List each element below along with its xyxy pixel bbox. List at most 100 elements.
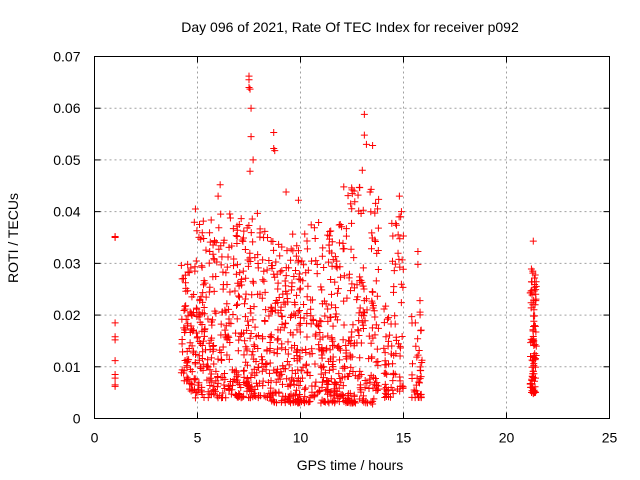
data-point: [368, 234, 376, 242]
y-tick-label: 0.07: [53, 49, 80, 65]
data-point: [417, 327, 425, 335]
data-point: [527, 339, 535, 347]
data-point: [231, 391, 239, 399]
data-point: [369, 141, 377, 149]
data-point: [225, 355, 233, 363]
data-point: [204, 363, 212, 371]
data-point: [233, 315, 241, 323]
data-point: [199, 337, 207, 345]
data-point: [295, 391, 303, 399]
data-point: [259, 356, 267, 364]
data-point: [373, 386, 381, 394]
data-point: [321, 369, 329, 377]
data-point: [311, 234, 319, 242]
data-point: [332, 390, 340, 398]
data-point: [347, 333, 355, 341]
data-point: [274, 279, 282, 287]
data-point: [325, 357, 333, 365]
data-point: [247, 373, 255, 381]
data-point: [255, 379, 263, 387]
data-point: [380, 385, 388, 393]
data-point: [300, 399, 308, 407]
data-point: [361, 377, 369, 385]
data-point: [270, 246, 278, 254]
data-point: [191, 267, 199, 275]
data-point: [339, 382, 347, 390]
data-point: [273, 350, 281, 358]
data-point: [207, 370, 215, 378]
data-point: [339, 239, 347, 247]
data-point: [324, 231, 332, 239]
data-point: [276, 375, 284, 383]
data-point: [356, 273, 364, 281]
data-point: [397, 280, 405, 288]
data-point: [315, 341, 323, 349]
data-point: [252, 333, 260, 341]
data-point: [335, 239, 343, 247]
data-point: [280, 298, 288, 306]
data-point: [187, 325, 195, 333]
data-point: [526, 380, 534, 388]
data-point: [390, 267, 398, 275]
data-point: [214, 192, 222, 200]
data-point: [266, 332, 274, 340]
data-point: [242, 290, 250, 298]
data-point: [395, 255, 403, 263]
data-point: [416, 308, 424, 316]
data-point: [411, 394, 419, 402]
data-point: [316, 329, 324, 336]
data-point: [241, 245, 249, 253]
data-point: [251, 254, 259, 262]
data-point: [198, 390, 206, 398]
data-point: [199, 217, 207, 225]
data-point: [208, 321, 216, 329]
data-point: [302, 384, 310, 392]
data-point: [219, 343, 227, 351]
data-point: [329, 363, 337, 371]
x-tick-label: 15: [396, 430, 412, 446]
data-point: [247, 133, 255, 141]
data-point: [232, 368, 240, 376]
data-point: [365, 355, 373, 363]
data-point: [247, 329, 255, 337]
data-point: [381, 394, 389, 402]
data-point: [355, 372, 363, 380]
data-point: [193, 227, 201, 235]
data-point: [248, 215, 256, 223]
data-point: [372, 358, 380, 366]
y-tick-label: 0: [73, 411, 81, 427]
data-point: [181, 271, 189, 279]
data-point: [396, 263, 404, 271]
data-point: [202, 293, 210, 301]
data-point: [182, 279, 190, 287]
data-point: [239, 237, 247, 245]
data-point: [325, 241, 333, 249]
data-point: [205, 288, 213, 296]
data-point: [369, 288, 377, 296]
data-point: [244, 262, 252, 270]
data-point: [374, 224, 382, 232]
data-point: [532, 342, 540, 350]
data-point: [529, 301, 537, 309]
data-point: [198, 383, 206, 391]
data-point: [374, 265, 382, 273]
data-point: [530, 362, 538, 370]
data-point: [111, 336, 119, 344]
data-point: [359, 392, 367, 400]
data-point: [350, 254, 358, 262]
data-point: [111, 357, 119, 365]
data-point: [368, 297, 376, 305]
data-point: [354, 191, 362, 199]
data-point: [350, 342, 358, 350]
y-tick-label: 0.03: [53, 255, 80, 271]
data-point: [359, 308, 367, 316]
data-point: [226, 288, 234, 296]
data-point: [388, 257, 396, 265]
data-point: [267, 377, 275, 385]
data-point: [218, 253, 226, 261]
data-point: [369, 334, 377, 342]
data-point: [396, 235, 404, 243]
data-point: [360, 297, 368, 305]
data-point: [530, 386, 538, 394]
data-point: [335, 344, 343, 352]
